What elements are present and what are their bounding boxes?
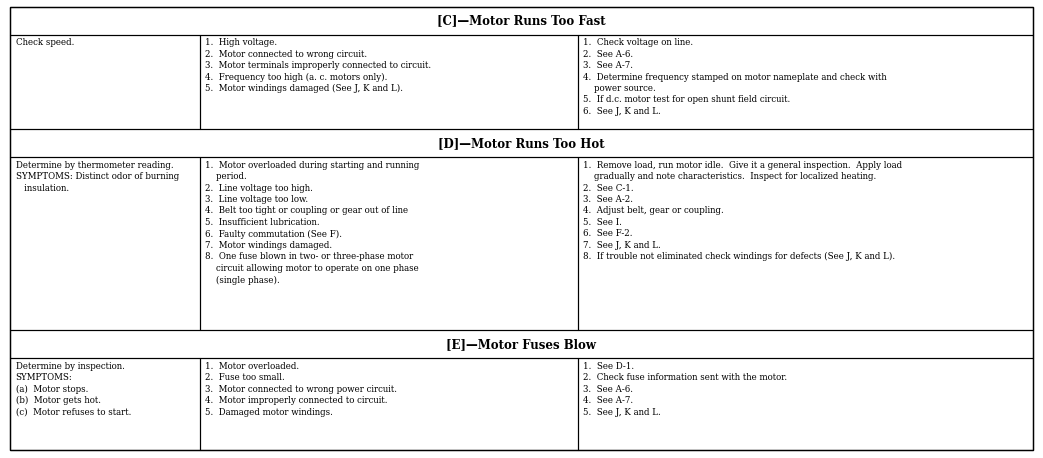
Bar [10, 330, 1033, 358]
Text: 1.  Motor overloaded during starting and running
    period.
2.  Line voltage to: 1. Motor overloaded during starting and … [204, 161, 419, 284]
Text: 1.  Remove load, run motor idle.  Give it a general inspection.  Apply load
    : 1. Remove load, run motor idle. Give it … [583, 161, 902, 262]
Bar [578, 34, 1033, 129]
Text: 1.  High voltage.
2.  Motor connected to wrong circuit.
3.  Motor terminals impr: 1. High voltage. 2. Motor connected to w… [204, 38, 431, 93]
Bar [578, 358, 1033, 450]
Bar [10, 358, 199, 450]
Text: 1.  Motor overloaded.
2.  Fuse too small.
3.  Motor connected to wrong power cir: 1. Motor overloaded. 2. Fuse too small. … [204, 362, 396, 417]
Text: [C]—Motor Runs Too Fast: [C]—Motor Runs Too Fast [437, 14, 606, 27]
Text: Check speed.: Check speed. [16, 38, 74, 47]
Bar [199, 157, 578, 330]
Text: 1.  Check voltage on line.
2.  See A-6.
3.  See A-7.
4.  Determine frequency sta: 1. Check voltage on line. 2. See A-6. 3.… [583, 38, 887, 116]
Bar [10, 157, 199, 330]
Text: Determine by inspection.
SYMPTOMS:
(a)  Motor stops.
(b)  Motor gets hot.
(c)  M: Determine by inspection. SYMPTOMS: (a) M… [16, 362, 131, 417]
Bar [10, 7, 1033, 34]
Bar [10, 129, 1033, 157]
Text: 1.  See D-1.
2.  Check fuse information sent with the motor.
3.  See A-6.
4.  Se: 1. See D-1. 2. Check fuse information se… [583, 362, 787, 417]
Text: Determine by thermometer reading.
SYMPTOMS: Distinct odor of burning
   insulati: Determine by thermometer reading. SYMPTO… [16, 161, 179, 193]
Bar [10, 34, 199, 129]
Bar [578, 157, 1033, 330]
Bar [199, 358, 578, 450]
Bar [199, 34, 578, 129]
Text: [D]—Motor Runs Too Hot: [D]—Motor Runs Too Hot [438, 136, 605, 150]
Text: [E]—Motor Fuses Blow: [E]—Motor Fuses Blow [446, 338, 597, 351]
